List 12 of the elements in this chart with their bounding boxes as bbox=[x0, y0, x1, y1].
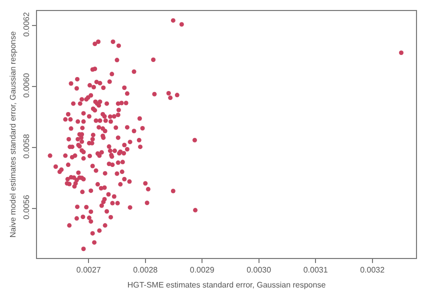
y-tick-label: 0.0062 bbox=[22, 12, 31, 37]
y-tick-label: 0.0060 bbox=[22, 72, 31, 98]
y-tick-label: 0.0058 bbox=[22, 133, 31, 158]
x-tick-label: 0.0028 bbox=[133, 266, 158, 275]
x-tick-label: 0.0030 bbox=[246, 266, 272, 275]
x-tick-label: 0.0027 bbox=[76, 266, 102, 275]
x-tick-label: 0.0031 bbox=[303, 266, 328, 275]
x-axis-title: HGT-SME estimates standard error, Gaussian response bbox=[127, 280, 326, 290]
x-tick-label: 0.0032 bbox=[360, 266, 386, 275]
x-tick-label: 0.0029 bbox=[190, 266, 215, 275]
y-tick-label: 0.0056 bbox=[22, 194, 31, 220]
y-axis-title: Naive model estimates standard error, Gaussian response bbox=[8, 30, 18, 238]
